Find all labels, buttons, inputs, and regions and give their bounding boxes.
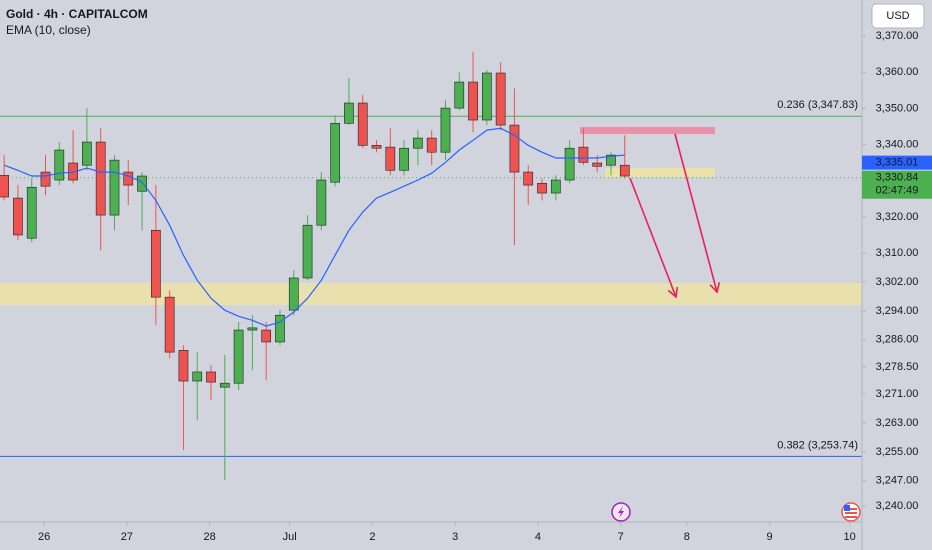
candle-body: [592, 162, 603, 167]
candle-body: [316, 179, 327, 226]
x-tick-label: 27: [121, 531, 133, 543]
y-tick-label: 3,360.00: [876, 66, 919, 78]
x-tick-label: 7: [618, 531, 624, 543]
candle-body: [137, 175, 147, 192]
candle-body: [509, 124, 520, 173]
x-tick-label: 4: [535, 531, 541, 543]
candle-body: [578, 146, 589, 163]
candle-body: [288, 277, 299, 311]
projection-arrowhead: [667, 286, 679, 299]
y-tick-label: 3,255.00: [876, 446, 919, 458]
candle-body: [619, 164, 630, 177]
candle-body: [275, 314, 285, 343]
y-tick-label: 3,294.00: [876, 305, 919, 317]
flag-icon[interactable]: [841, 502, 861, 522]
x-tick-label: 10: [843, 531, 855, 543]
y-tick-label: 3,278.50: [876, 361, 919, 373]
projection-arrow: [629, 177, 677, 298]
candle-body: [564, 147, 575, 181]
candle-body: [330, 122, 340, 183]
candle-body: [426, 137, 437, 153]
candle-body: [344, 102, 354, 124]
candle-body: [550, 179, 561, 194]
candle-body: [123, 171, 134, 186]
candle-body: [606, 154, 616, 166]
candle-body: [302, 224, 313, 279]
currency-button-label[interactable]: USD: [886, 10, 909, 22]
y-tick-label: 3,271.00: [876, 388, 919, 400]
candle-body: [440, 107, 451, 153]
x-tick-label: 9: [767, 531, 773, 543]
ema-line: [3, 127, 625, 327]
support-zone: [0, 283, 862, 305]
candle-body: [495, 72, 506, 126]
price-tag-countdown: 02:47:49: [876, 185, 919, 197]
y-tick-label: 3,247.00: [876, 475, 919, 487]
price-tag-label: 3,335.01: [876, 157, 919, 169]
y-tick-label: 3,240.00: [876, 500, 919, 512]
currency-button[interactable]: [871, 3, 925, 29]
y-tick-label: 3,286.00: [876, 334, 919, 346]
candle-body: [82, 141, 92, 166]
candle-body: [26, 186, 37, 239]
fib-level-label: 0.236 (3,347.83): [777, 99, 858, 111]
candle-body: [150, 229, 161, 298]
candle-body: [357, 102, 368, 146]
candle-body: [164, 296, 175, 353]
candle-body: [371, 145, 382, 149]
x-tick-label: 26: [38, 531, 50, 543]
candle-body: [178, 349, 189, 382]
candle-body: [192, 371, 203, 382]
x-tick-label: 8: [684, 531, 690, 543]
candle-body: [247, 327, 258, 331]
price-tag: [862, 155, 932, 170]
candle-body: [95, 141, 106, 216]
candle-body: [537, 182, 547, 194]
x-tick-label: 2: [369, 531, 375, 543]
chart-title: Gold · 4h · CAPITALCOM: [6, 7, 148, 21]
y-tick-label: 3,320.00: [876, 211, 919, 223]
y-tick-label: 3,370.00: [876, 30, 919, 42]
price-tag: [862, 170, 932, 199]
fib-level-label: 0.382 (3,253.74): [777, 439, 858, 451]
x-tick-label: 28: [204, 531, 216, 543]
x-tick-label: 3: [452, 531, 458, 543]
candle-body: [109, 159, 120, 216]
y-tick-label: 3,340.00: [876, 139, 919, 151]
projection-arrowhead: [709, 282, 721, 294]
y-tick-label: 3,310.00: [876, 247, 919, 259]
projection-arrow: [674, 133, 718, 293]
y-tick-label: 3,350.00: [876, 102, 919, 114]
candle-body: [482, 72, 492, 121]
indicator-label: EMA (10, close): [6, 23, 91, 37]
candle-body: [261, 329, 272, 343]
y-tick-label: 3,263.00: [876, 417, 919, 429]
y-tick-label: 3,302.00: [876, 276, 919, 288]
candle-body: [523, 171, 534, 186]
plot-area: 0.236 (3,347.83) 0.382 (3,253.74): [0, 52, 862, 481]
price-tag-label: 3,330.84: [876, 172, 919, 184]
candle-body: [399, 147, 409, 171]
candle-body: [0, 175, 9, 198]
resistance-zone: [580, 127, 715, 134]
candle-body: [206, 371, 216, 383]
candle-body: [13, 197, 23, 236]
candle-body: [54, 149, 65, 181]
candle-body: [233, 329, 244, 384]
x-tick-label: Jul: [283, 531, 297, 543]
candle-body: [468, 81, 478, 121]
candle-body: [385, 146, 396, 171]
candle-body: [40, 171, 51, 187]
small-zone: [605, 168, 715, 177]
candle-body: [413, 137, 423, 149]
candle-body: [219, 382, 230, 388]
event-icon[interactable]: [611, 502, 631, 522]
candle-body: [454, 81, 465, 109]
